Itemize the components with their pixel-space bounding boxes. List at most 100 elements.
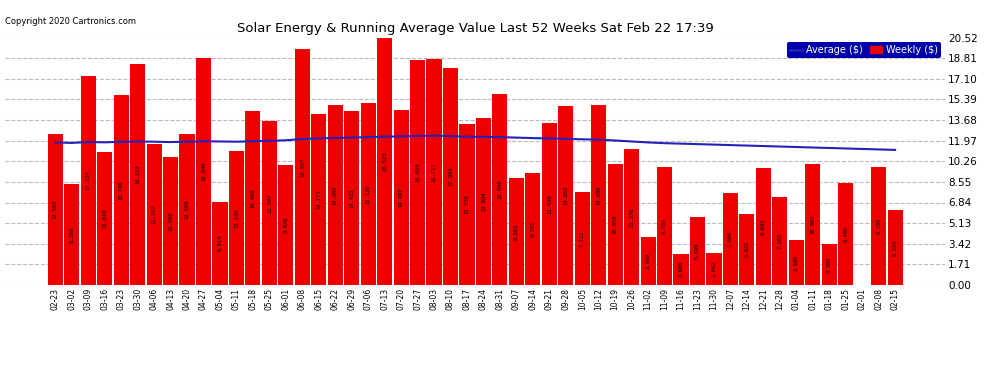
Bar xyxy=(558,106,573,285)
Bar xyxy=(295,49,310,285)
Bar xyxy=(328,105,343,285)
Bar xyxy=(80,76,96,285)
Bar xyxy=(393,110,409,285)
Bar xyxy=(48,134,62,285)
Text: 10.580: 10.580 xyxy=(168,211,173,231)
Bar xyxy=(723,193,738,285)
Bar xyxy=(213,202,228,285)
Text: 13.884: 13.884 xyxy=(481,192,486,211)
Bar xyxy=(755,168,771,285)
Bar xyxy=(114,95,129,285)
Bar xyxy=(574,192,590,285)
Text: 9.693: 9.693 xyxy=(761,218,766,235)
Text: 15.840: 15.840 xyxy=(497,180,502,199)
Bar xyxy=(229,151,244,285)
Text: 14.896: 14.896 xyxy=(596,185,601,205)
Text: 18.840: 18.840 xyxy=(201,162,206,181)
Bar xyxy=(509,178,524,285)
Bar xyxy=(707,253,722,285)
Text: 11.276: 11.276 xyxy=(629,207,635,227)
Text: 9.928: 9.928 xyxy=(283,217,288,233)
Text: 10.058: 10.058 xyxy=(613,214,618,234)
Text: 18.659: 18.659 xyxy=(415,163,420,182)
Bar xyxy=(311,114,327,285)
Bar xyxy=(345,111,359,285)
Text: 15.748: 15.748 xyxy=(119,180,124,200)
Text: 14.852: 14.852 xyxy=(563,186,568,205)
Bar xyxy=(657,167,672,285)
Bar xyxy=(542,123,557,285)
Text: 18.717: 18.717 xyxy=(432,162,437,182)
Bar xyxy=(591,105,606,285)
Bar xyxy=(772,197,787,285)
Text: 14.173: 14.173 xyxy=(316,190,322,209)
Text: 11.019: 11.019 xyxy=(102,209,107,228)
Bar xyxy=(608,164,623,285)
Bar xyxy=(690,217,705,285)
Bar xyxy=(673,254,689,285)
Bar xyxy=(261,121,277,285)
Text: 17.334: 17.334 xyxy=(86,171,91,190)
Text: 13.438: 13.438 xyxy=(546,194,551,214)
Bar xyxy=(246,111,260,285)
Bar xyxy=(130,64,146,285)
Text: 14.408: 14.408 xyxy=(250,188,255,208)
Text: 13.339: 13.339 xyxy=(464,195,469,214)
Text: 6.914: 6.914 xyxy=(218,235,223,251)
Text: 3.989: 3.989 xyxy=(645,253,650,269)
Text: 5.599: 5.599 xyxy=(695,243,700,260)
Bar xyxy=(459,124,474,285)
Text: 14.433: 14.433 xyxy=(349,188,354,208)
Bar xyxy=(196,58,211,285)
Text: 8.359: 8.359 xyxy=(69,226,74,243)
Bar xyxy=(805,164,821,285)
Bar xyxy=(377,38,392,285)
Bar xyxy=(871,167,886,285)
Bar xyxy=(179,134,195,285)
Legend: Average ($), Weekly ($): Average ($), Weekly ($) xyxy=(787,42,940,58)
Text: 7.606: 7.606 xyxy=(728,231,733,247)
Bar xyxy=(789,240,804,285)
Text: 8.883: 8.883 xyxy=(514,223,519,240)
Text: 9.261: 9.261 xyxy=(531,221,536,237)
Text: 3.690: 3.690 xyxy=(794,255,799,271)
Text: 12.508: 12.508 xyxy=(184,200,189,219)
Bar xyxy=(410,60,425,285)
Text: 5.921: 5.921 xyxy=(744,241,749,257)
Bar xyxy=(97,152,112,285)
Text: 14.497: 14.497 xyxy=(399,188,404,207)
Text: 20.523: 20.523 xyxy=(382,152,387,171)
Text: Copyright 2020 Cartronics.com: Copyright 2020 Cartronics.com xyxy=(5,17,136,26)
Bar xyxy=(839,183,853,285)
Bar xyxy=(476,117,491,285)
Bar xyxy=(360,103,376,285)
Text: 8.465: 8.465 xyxy=(843,226,848,242)
Text: 12.502: 12.502 xyxy=(52,200,57,219)
Text: 10.002: 10.002 xyxy=(810,215,816,234)
Text: 13.597: 13.597 xyxy=(267,193,272,213)
Bar xyxy=(492,94,508,285)
Text: 18.329: 18.329 xyxy=(135,165,141,184)
Text: 14.900: 14.900 xyxy=(333,185,338,205)
Text: 7.262: 7.262 xyxy=(777,233,782,249)
Bar xyxy=(443,68,458,285)
Bar xyxy=(526,173,541,285)
Text: 2.608: 2.608 xyxy=(678,261,683,278)
Text: 7.722: 7.722 xyxy=(580,230,585,246)
Text: 17.988: 17.988 xyxy=(448,167,453,186)
Text: 15.120: 15.120 xyxy=(365,184,370,204)
Text: 9.799: 9.799 xyxy=(876,218,881,234)
Bar xyxy=(147,144,161,285)
Text: 3.383: 3.383 xyxy=(827,256,832,273)
Bar xyxy=(641,237,655,285)
Text: 19.597: 19.597 xyxy=(300,157,305,177)
Bar xyxy=(163,158,178,285)
Bar xyxy=(888,210,903,285)
Bar xyxy=(427,59,442,285)
Bar xyxy=(278,165,293,285)
Text: 2.642: 2.642 xyxy=(712,261,717,277)
Bar xyxy=(64,184,79,285)
Title: Solar Energy & Running Average Value Last 52 Weeks Sat Feb 22 17:39: Solar Energy & Running Average Value Las… xyxy=(237,22,714,35)
Bar xyxy=(822,244,837,285)
Text: 9.787: 9.787 xyxy=(662,218,667,234)
